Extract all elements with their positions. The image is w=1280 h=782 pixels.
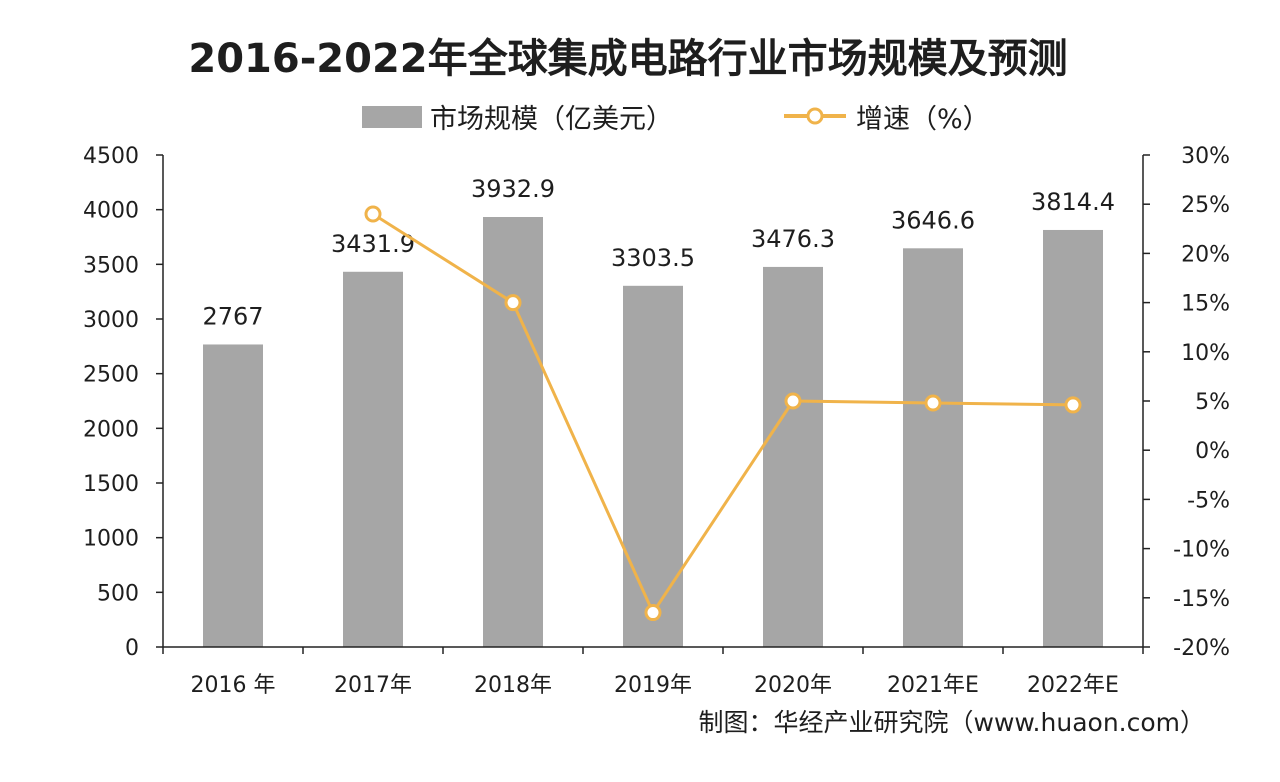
right-tick-label: 30% bbox=[1181, 144, 1230, 169]
bar-data-labels: 2767 3431.9 3932.9 3303.5 3476.3 3646.6 3814.4 bbox=[202, 175, 1115, 330]
x-tick-label: 2016 年 bbox=[191, 673, 276, 698]
right-tick-label: -10% bbox=[1173, 538, 1230, 563]
legend-line-marker bbox=[806, 107, 824, 125]
x-tick-label: 2018年 bbox=[474, 673, 552, 698]
left-tick-label: 500 bbox=[97, 581, 139, 606]
right-tick-label: 20% bbox=[1181, 242, 1230, 267]
bar-value-label-6: 3814.4 bbox=[1031, 188, 1115, 216]
right-tick-label: 5% bbox=[1195, 390, 1230, 415]
x-tick-label: 2022年E bbox=[1027, 673, 1119, 698]
bar-3 bbox=[623, 285, 683, 647]
growth-point-1 bbox=[364, 205, 382, 223]
legend: 市场规模（亿美元） 增速（%） bbox=[362, 104, 990, 135]
x-tick-label: 2017年 bbox=[334, 673, 412, 698]
right-tick-label: -5% bbox=[1187, 488, 1230, 513]
left-tick-label: 4000 bbox=[83, 199, 139, 224]
bar-value-label-5: 3646.6 bbox=[891, 206, 975, 234]
bar-2 bbox=[483, 217, 543, 647]
bar-0 bbox=[203, 344, 263, 647]
left-tick-label: 2500 bbox=[83, 363, 139, 388]
bar-value-label-0: 2767 bbox=[202, 302, 263, 330]
right-tick-label: 15% bbox=[1181, 292, 1230, 317]
source-note: 制图：华经产业研究院（www.huaon.com） bbox=[699, 708, 1205, 737]
left-tick-label: 4500 bbox=[83, 144, 139, 169]
x-tick-label: 2020年 bbox=[754, 673, 832, 698]
right-tick-label: 25% bbox=[1181, 193, 1230, 218]
bar-value-label-1: 3431.9 bbox=[331, 230, 415, 258]
right-tick-label: -15% bbox=[1173, 587, 1230, 612]
x-tick-label: 2019年 bbox=[614, 673, 692, 698]
x-tick-label: 2021年E bbox=[887, 673, 979, 698]
growth-point-5 bbox=[924, 394, 942, 412]
left-tick-label: 1500 bbox=[83, 472, 139, 497]
legend-bar-label: 市场规模（亿美元） bbox=[430, 104, 673, 135]
bar-value-label-2: 3932.9 bbox=[471, 175, 555, 203]
growth-point-4 bbox=[784, 392, 802, 410]
bar-5 bbox=[903, 248, 963, 648]
left-tick-label: 1000 bbox=[83, 527, 139, 552]
left-tick-label: 3500 bbox=[83, 253, 139, 278]
growth-line bbox=[372, 212, 1074, 615]
right-tick-label: -20% bbox=[1173, 636, 1230, 661]
growth-point-2 bbox=[504, 294, 522, 312]
bar-value-label-4: 3476.3 bbox=[751, 225, 835, 253]
left-tick-label: 2000 bbox=[83, 417, 139, 442]
legend-bar-swatch bbox=[362, 106, 422, 128]
growth-point-3 bbox=[644, 604, 662, 622]
left-tick-label: 0 bbox=[125, 636, 139, 661]
growth-line-series bbox=[364, 205, 1082, 622]
axes: 0 500 1000 1500 2000 2500 3000 3500 4000 4500 -20%… bbox=[83, 144, 1230, 698]
left-tick-label: 3000 bbox=[83, 308, 139, 333]
bar-value-label-3: 3303.5 bbox=[611, 244, 695, 272]
chart-title: 2016-2022年全球集成电路行业市场规模及预测 bbox=[188, 36, 1067, 82]
bar-6 bbox=[1043, 229, 1103, 648]
bar-1 bbox=[343, 271, 403, 647]
right-tick-label: 0% bbox=[1195, 439, 1230, 464]
bar-series bbox=[203, 217, 1103, 648]
right-tick-label: 10% bbox=[1181, 341, 1230, 366]
bar-4 bbox=[763, 266, 823, 647]
legend-line-label: 增速（%） bbox=[856, 104, 990, 135]
growth-point-6 bbox=[1064, 396, 1082, 414]
